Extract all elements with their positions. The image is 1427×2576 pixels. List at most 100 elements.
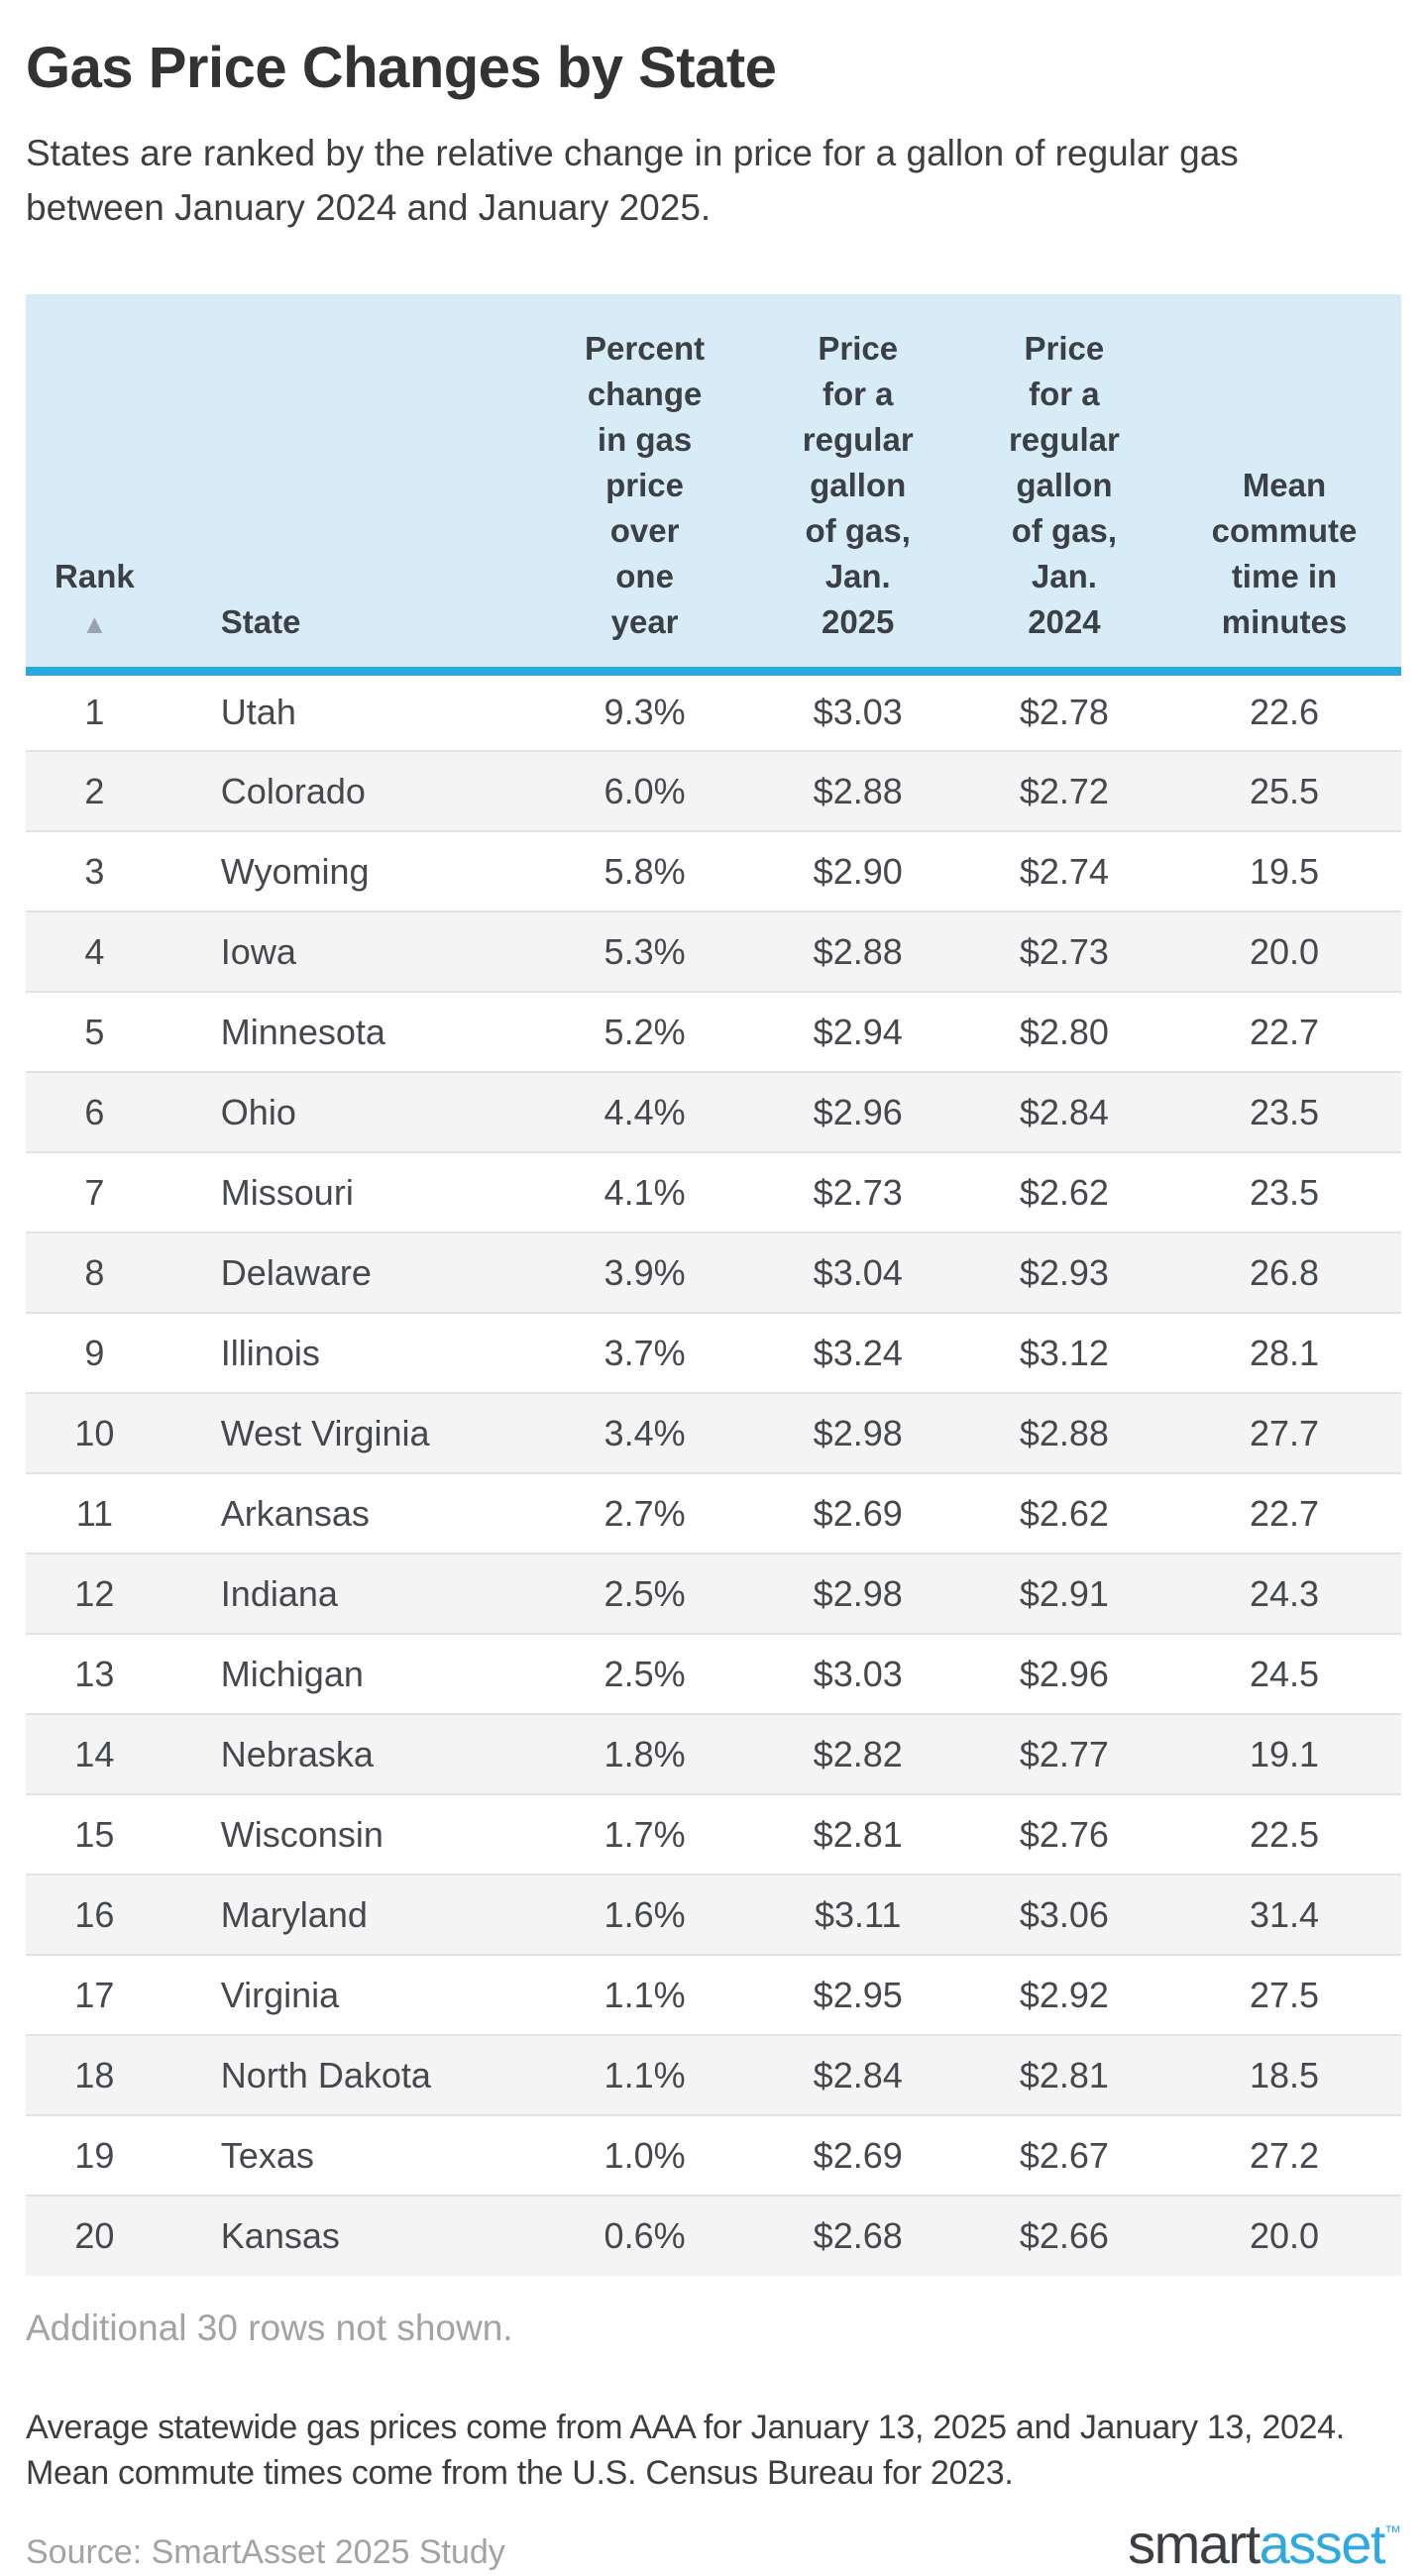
table-header-row: Rank ▲ State Percent change in gas price…	[26, 293, 1401, 676]
cell-rank: 13	[26, 1633, 164, 1715]
cell-state: Minnesota	[163, 991, 535, 1073]
cell-state: Arkansas	[163, 1472, 535, 1555]
cell-rank: 19	[26, 2114, 164, 2197]
table-body: 1 Utah 9.3% $3.03 $2.78 22.6 2 Colorado 6.0% $2.8…	[26, 671, 1401, 2277]
cell-price-2025: $2.69	[754, 1472, 961, 1555]
column-header-rank[interactable]: Rank ▲	[26, 293, 164, 676]
cell-price-2025: $2.95	[754, 1954, 961, 2036]
cell-state: Virginia	[163, 1954, 535, 2036]
table-row: 5 Minnesota 5.2% $2.94 $2.80 22.7	[26, 991, 1401, 1073]
cell-price-2025: $2.69	[754, 2114, 961, 2197]
smartasset-logo: smartasset™	[1128, 2512, 1401, 2576]
table-row: 16 Maryland 1.6% $3.11 $3.06 31.4	[26, 1874, 1401, 1956]
column-header-percent-change-label: Percent change in gas price over one yea…	[585, 329, 706, 640]
cell-commute: 24.3	[1167, 1553, 1401, 1635]
cell-commute: 26.8	[1167, 1232, 1401, 1314]
cell-percent-change: 1.6%	[534, 1874, 755, 1956]
cell-commute: 28.1	[1167, 1312, 1401, 1394]
column-header-percent-change[interactable]: Percent change in gas price over one yea…	[534, 293, 755, 676]
cell-price-2024: $2.77	[960, 1713, 1167, 1795]
cell-percent-change: 2.5%	[534, 1553, 755, 1635]
cell-percent-change: 9.3%	[604, 692, 686, 733]
table-row: 19 Texas 1.0% $2.69 $2.67 27.2	[26, 2114, 1401, 2197]
table-row: 10 West Virginia 3.4% $2.98 $2.88 27.7	[26, 1392, 1401, 1474]
cell-price-2025: $2.84	[754, 2034, 961, 2116]
methodology-line-1: Average statewide gas prices come from A…	[26, 2409, 1345, 2447]
table-row: 17 Virginia 1.1% $2.95 $2.92 27.5	[26, 1954, 1401, 2036]
cell-rank: 18	[26, 2034, 164, 2116]
table-row: 18 North Dakota 1.1% $2.84 $2.81 18.5	[26, 2034, 1401, 2116]
cell-rank: 9	[26, 1312, 164, 1394]
cell-percent-change: 2.7%	[534, 1472, 755, 1555]
column-header-commute[interactable]: Mean commute time in minutes	[1167, 293, 1401, 676]
cell-price-2024: $2.67	[960, 2114, 1167, 2197]
cell-rank: 7	[26, 1151, 164, 1234]
logo-smart-text: smart	[1128, 2513, 1261, 2576]
cell-commute: 25.5	[1167, 750, 1401, 832]
cell-commute: 19.5	[1167, 830, 1401, 912]
cell-commute: 27.7	[1167, 1392, 1401, 1474]
cell-price-2024: $2.88	[960, 1392, 1167, 1474]
cell-price-2024: $2.91	[960, 1553, 1167, 1635]
cell-rank: 2	[26, 750, 164, 832]
cell-price-2024: $2.93	[960, 1232, 1167, 1314]
cell-rank: 14	[26, 1713, 164, 1795]
footer-bar: Source: SmartAsset 2025 Study smartasset…	[26, 2512, 1401, 2576]
cell-price-2024: $2.66	[960, 2195, 1167, 2277]
table-row: 15 Wisconsin 1.7% $2.81 $2.76 22.5	[26, 1793, 1401, 1876]
subtitle-line-1: States are ranked by the relative change…	[26, 132, 1239, 173]
cell-price-2025: $2.82	[754, 1713, 961, 1795]
methodology-line-2: Mean commute times come from the U.S. Ce…	[26, 2454, 1014, 2493]
cell-state: Delaware	[163, 1232, 535, 1314]
cell-state: Iowa	[163, 911, 535, 993]
sort-ascending-icon: ▲	[81, 608, 108, 639]
cell-percent-change: 1.8%	[534, 1713, 755, 1795]
cell-price-2024: $2.78	[1019, 692, 1109, 733]
table-row: 3 Wyoming 5.8% $2.90 $2.74 19.5	[26, 830, 1401, 912]
cell-price-2025: $3.03	[813, 692, 903, 733]
table-row: 8 Delaware 3.9% $3.04 $2.93 26.8	[26, 1232, 1401, 1314]
cell-commute: 20.0	[1167, 2195, 1401, 2277]
cell-price-2024: $2.84	[960, 1071, 1167, 1153]
cell-price-2024: $2.74	[960, 830, 1167, 912]
cell-state: Missouri	[163, 1151, 535, 1234]
table-header: Rank ▲ State Percent change in gas price…	[26, 293, 1401, 676]
page-subtitle: States are ranked by the relative change…	[26, 126, 1401, 235]
cell-price-2025: $2.98	[754, 1553, 961, 1635]
cell-price-2025: $2.73	[754, 1151, 961, 1234]
cell-state: Texas	[163, 2114, 535, 2197]
table-row: 14 Nebraska 1.8% $2.82 $2.77 19.1	[26, 1713, 1401, 1795]
column-header-rank-label: Rank	[55, 557, 135, 594]
cell-percent-change: 3.4%	[534, 1392, 755, 1474]
cell-commute: 19.1	[1167, 1713, 1401, 1795]
cell-percent-change: 4.4%	[534, 1071, 755, 1153]
cell-rank: 6	[26, 1071, 164, 1153]
cell-commute: 23.5	[1167, 1071, 1401, 1153]
column-header-price-2024[interactable]: Price for a regular gallon of gas, Jan. …	[960, 293, 1167, 676]
page-title: Gas Price Changes by State	[26, 36, 777, 100]
logo-asset-text: asset	[1259, 2513, 1386, 2576]
cell-price-2025: $3.04	[754, 1232, 961, 1314]
cell-percent-change: 0.6%	[534, 2195, 755, 2277]
cell-commute: 22.5	[1167, 1793, 1401, 1876]
cell-price-2024: $2.92	[960, 1954, 1167, 2036]
column-header-price-2025[interactable]: Price for a regular gallon of gas, Jan. …	[754, 293, 961, 676]
cell-rank: 5	[26, 991, 164, 1073]
column-header-state[interactable]: State	[163, 293, 535, 676]
column-header-commute-label: Mean commute time in minutes	[1211, 466, 1358, 640]
cell-rank: 4	[26, 911, 164, 993]
cell-rank: 17	[26, 1954, 164, 2036]
table-row: 9 Illinois 3.7% $3.24 $3.12 28.1	[26, 1312, 1401, 1394]
cell-state: Wisconsin	[163, 1793, 535, 1876]
cell-commute: 20.0	[1167, 911, 1401, 993]
cell-state: Maryland	[163, 1874, 535, 1956]
cell-commute: 27.2	[1167, 2114, 1401, 2197]
cell-rank: 16	[26, 1874, 164, 1956]
cell-rank: 20	[26, 2195, 164, 2277]
cell-price-2025: $3.24	[754, 1312, 961, 1394]
cell-price-2024: $2.62	[960, 1472, 1167, 1555]
cell-percent-change: 2.5%	[534, 1633, 755, 1715]
cell-state: Kansas	[163, 2195, 535, 2277]
cell-percent-change: 5.3%	[534, 911, 755, 993]
cell-commute: 18.5	[1167, 2034, 1401, 2116]
